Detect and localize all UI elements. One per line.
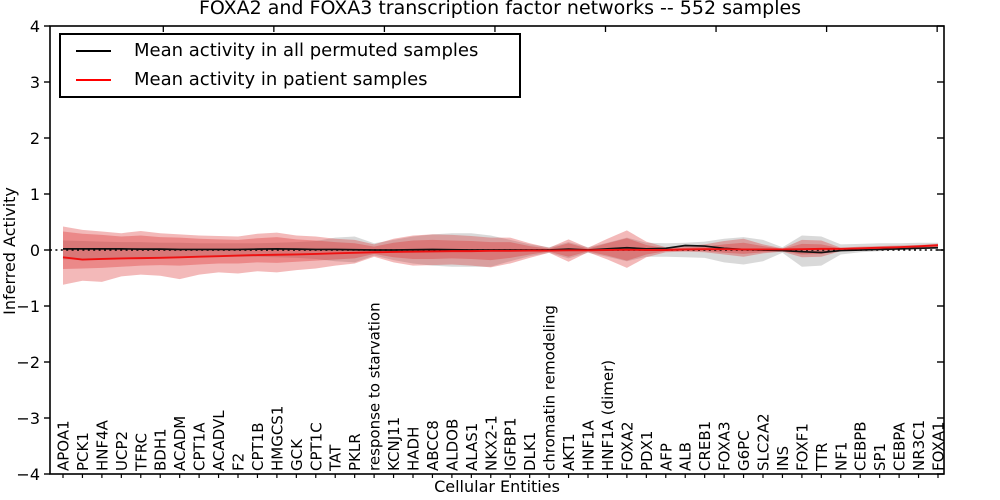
x-tick-label: FOXA3	[716, 421, 734, 471]
y-tick-label: −3	[16, 409, 40, 428]
x-tick-label: CPT1B	[249, 422, 267, 471]
black-line-swatch	[76, 49, 111, 52]
x-tick-label: ACADVL	[210, 410, 228, 471]
patient-mean-line	[62, 244, 939, 261]
y-tick-label: 3	[30, 73, 40, 92]
x-tick-label: NKX2-1	[482, 415, 500, 471]
x-tick-label: G6PC	[735, 430, 753, 471]
y-tick-label: 0	[30, 241, 40, 260]
x-tick-label: APOA1	[55, 420, 73, 471]
patient-band	[63, 226, 938, 285]
y-tick-label: 4	[30, 17, 40, 36]
x-tick-label: HMGCS1	[268, 406, 286, 471]
x-tick-label: TAT	[327, 444, 345, 472]
x-axis-label: Cellular Entities	[434, 477, 560, 496]
x-tick-label: HNF1A (dimer)	[599, 360, 617, 471]
x-tick-label: DLK1	[521, 432, 539, 471]
x-tick-label: NR3C1	[910, 420, 928, 471]
chart-title: FOXA2 and FOXA3 transcription factor net…	[198, 0, 802, 19]
legend: Mean activity in all permuted samples Me…	[59, 33, 521, 98]
x-tick-label: BDH1	[152, 428, 170, 471]
x-tick-label: ALDOB	[443, 419, 461, 471]
y-axis-label: Inferred Activity	[0, 187, 19, 315]
x-tick-label: TFRC	[132, 433, 150, 472]
x-tick-label: CPT1C	[307, 422, 325, 471]
legend-item-patient: Mean activity in patient samples	[61, 65, 519, 94]
x-tick-label: TTR	[813, 443, 831, 472]
x-tick-label: KCNJ11	[385, 417, 403, 471]
x-tick-label: AFP	[657, 443, 675, 471]
x-tick-label: FOXF1	[793, 423, 811, 471]
x-tick-label: FOXA1	[930, 421, 948, 471]
x-tick-label: F2	[230, 453, 248, 471]
x-tick-label: ALAS1	[463, 423, 481, 471]
x-tick-label: HNF1A	[580, 419, 598, 471]
x-tick-label: chromatin remodeling	[541, 305, 559, 471]
x-tick-label: SLC2A2	[755, 413, 773, 471]
x-tick-label: SP1	[871, 443, 889, 471]
x-tick-label: CEBPA	[891, 422, 909, 471]
y-tick-label: −2	[16, 353, 40, 372]
legend-label: Mean activity in patient samples	[134, 69, 428, 90]
x-tick-label: ACADM	[171, 416, 189, 471]
x-tick-label: PDX1	[638, 431, 656, 471]
x-tick-label: response to starvation	[366, 302, 384, 471]
y-tick-label: 2	[30, 129, 40, 148]
x-tick-label: PCK1	[74, 432, 92, 471]
y-tick-label: 1	[30, 185, 40, 204]
x-tick-label: GCK	[288, 438, 306, 471]
x-tick-label: ABCC8	[424, 420, 442, 471]
legend-label: Mean activity in all permuted samples	[134, 40, 479, 61]
x-tick-label: ALB	[677, 442, 695, 471]
x-tick-label: CREB1	[696, 421, 714, 471]
x-tick-label: UCP2	[113, 431, 131, 471]
legend-item-permuted: Mean activity in all permuted samples	[61, 36, 519, 65]
red-line-swatch	[76, 78, 111, 81]
x-tick-label: INS	[774, 446, 792, 471]
y-tick-label: −1	[16, 297, 40, 316]
x-tick-label: CPT1A	[191, 422, 209, 471]
x-tick-label: AKT1	[560, 433, 578, 471]
x-tick-label: CEBPB	[852, 421, 870, 471]
x-tick-label: HNF4A	[93, 419, 111, 471]
x-tick-label: HADH	[405, 427, 423, 471]
x-tick-label: FOXA2	[618, 421, 636, 471]
x-tick-label: NF1	[832, 442, 850, 471]
y-tick-label: −4	[16, 465, 40, 484]
x-tick-label: IGFBP1	[502, 417, 520, 471]
x-tick-label: PKLR	[346, 433, 364, 471]
